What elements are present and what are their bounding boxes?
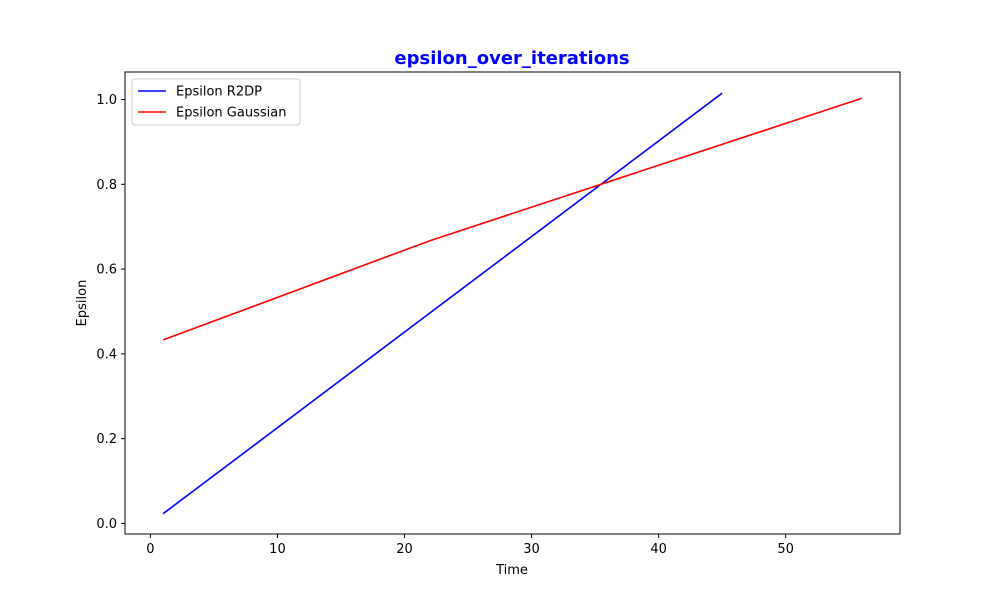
y-tick-label: 1.0 xyxy=(96,93,117,108)
y-tick-label: 0.8 xyxy=(96,178,117,193)
x-tick-label: 10 xyxy=(269,542,286,557)
y-tick-label: 0.4 xyxy=(96,347,117,362)
legend-entry-label: Epsilon R2DP xyxy=(176,85,262,100)
x-tick-label: 50 xyxy=(777,542,794,557)
x-tick-label: 40 xyxy=(650,542,667,557)
legend-box xyxy=(131,78,301,126)
legend: Epsilon R2DP Epsilon Gaussian xyxy=(131,78,301,126)
y-tick-label: 0.6 xyxy=(96,263,117,278)
x-tick-label: 30 xyxy=(523,542,540,557)
legend-entry-label: Epsilon Gaussian xyxy=(176,106,286,121)
chart-title: epsilon_over_iterations xyxy=(394,48,629,69)
y-tick-label: 0.0 xyxy=(96,517,117,532)
series-line-epsilon-r2dp xyxy=(162,92,723,515)
series-line-epsilon-gaussian xyxy=(162,97,863,341)
y-tick-label: 0.2 xyxy=(96,432,117,447)
x-tick-label: 20 xyxy=(396,542,413,557)
axes-frame xyxy=(124,71,901,535)
axis-ticks: 0 10 20 30 40 50 0.0 0.2 0.4 0.6 0.8 1.0 xyxy=(96,93,794,557)
y-axis-label: Epsilon xyxy=(75,280,90,327)
x-axis-label: Time xyxy=(495,563,528,578)
series-lines xyxy=(162,92,863,515)
x-tick-label: 0 xyxy=(146,542,154,557)
